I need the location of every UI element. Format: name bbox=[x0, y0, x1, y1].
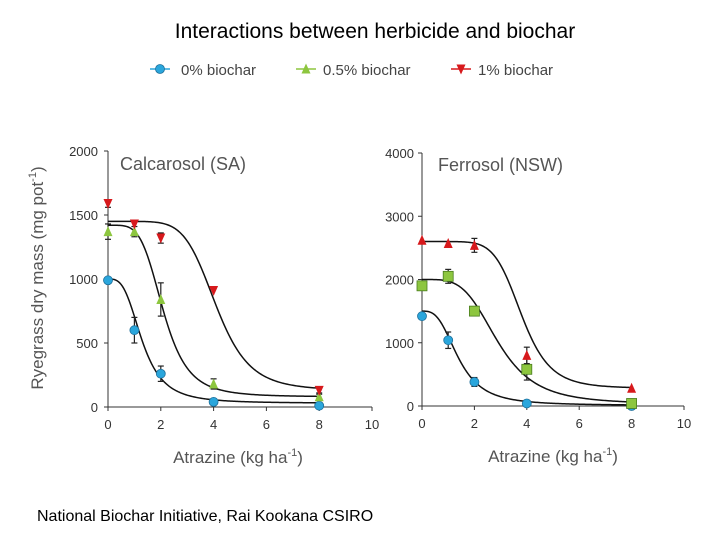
y-tick-label: 1000 bbox=[69, 272, 98, 287]
data-point bbox=[417, 311, 427, 322]
data-point bbox=[103, 198, 113, 209]
data-point bbox=[442, 270, 454, 282]
data-point bbox=[416, 280, 428, 292]
x-tick-label: 4 bbox=[523, 416, 530, 431]
data-point bbox=[522, 349, 532, 360]
data-point bbox=[103, 226, 113, 237]
panel-1: 0 500 1000 1500 2000 0 2 4 6 8 10 Calcarosol (SA) At… bbox=[27, 144, 379, 467]
fit-curve bbox=[108, 220, 320, 389]
x-axis-title: Atrazine (kg ha-1) bbox=[173, 447, 303, 467]
x-tick-label: 6 bbox=[263, 417, 270, 432]
data-point bbox=[417, 234, 427, 245]
x-tick-label: 0 bbox=[104, 417, 111, 432]
x-tick-label: 6 bbox=[576, 416, 583, 431]
data-point bbox=[443, 335, 454, 346]
data-point bbox=[521, 398, 532, 409]
x-tick-label: 2 bbox=[471, 416, 478, 431]
y-tick-label: 2000 bbox=[385, 273, 414, 288]
data-point bbox=[314, 391, 324, 402]
panel-title: Ferrosol (NSW) bbox=[438, 155, 563, 175]
data-point bbox=[627, 382, 637, 393]
panel-title: Calcarosol (SA) bbox=[120, 154, 246, 174]
data-point bbox=[129, 219, 139, 230]
legend-label: 0% biochar bbox=[181, 62, 256, 79]
x-tick-label: 8 bbox=[316, 417, 323, 432]
data-point bbox=[468, 305, 480, 317]
data-point bbox=[156, 293, 166, 304]
data-point bbox=[314, 385, 324, 396]
data-point bbox=[209, 378, 219, 389]
data-point bbox=[626, 398, 637, 409]
y-tick-label: 4000 bbox=[385, 146, 414, 161]
y-tick-label: 2000 bbox=[69, 144, 98, 159]
x-tick-label: 10 bbox=[365, 417, 379, 432]
x-tick-label: 4 bbox=[210, 417, 217, 432]
y-tick-label: 1000 bbox=[385, 336, 414, 351]
legend-marker bbox=[456, 64, 466, 75]
x-tick-label: 10 bbox=[677, 416, 691, 431]
legend: 0% biochar 0.5% biochar 1% biochar bbox=[150, 62, 553, 79]
data-point bbox=[443, 237, 453, 248]
x-axis-title: Atrazine (kg ha-1) bbox=[488, 446, 618, 466]
data-point bbox=[156, 233, 166, 244]
data-point bbox=[155, 368, 166, 379]
data-point bbox=[103, 275, 113, 286]
legend-label: 1% biochar bbox=[478, 62, 553, 79]
data-point bbox=[469, 377, 480, 387]
y-axis-title: Ryegrass dry mass (mg pot-1) bbox=[27, 166, 47, 389]
data-point bbox=[314, 400, 325, 411]
legend-marker bbox=[301, 63, 311, 74]
slide-title: Interactions between herbicide and bioch… bbox=[174, 20, 576, 43]
data-point bbox=[521, 363, 533, 375]
data-point bbox=[208, 396, 219, 407]
data-point bbox=[209, 286, 219, 297]
fit-curve bbox=[422, 240, 632, 389]
x-tick-label: 0 bbox=[418, 416, 425, 431]
y-tick-label: 1500 bbox=[69, 208, 98, 223]
data-point bbox=[129, 226, 139, 237]
legend-label: 0.5% biochar bbox=[323, 62, 411, 79]
x-tick-label: 8 bbox=[628, 416, 635, 431]
panel-2: 0 1000 2000 3000 4000 0 2 4 6 8 10 Ferrosol (NSW) At… bbox=[385, 146, 691, 466]
data-point bbox=[129, 325, 140, 336]
y-tick-label: 0 bbox=[407, 399, 414, 414]
slide-footer: National Biochar Initiative, Rai Kookana… bbox=[37, 508, 374, 525]
data-point bbox=[469, 239, 479, 250]
fit-curve bbox=[108, 224, 320, 398]
y-tick-label: 3000 bbox=[385, 209, 414, 224]
y-tick-label: 0 bbox=[91, 400, 98, 415]
x-tick-label: 2 bbox=[157, 417, 164, 432]
y-tick-label: 500 bbox=[76, 336, 98, 351]
fit-curve bbox=[422, 278, 632, 403]
legend-marker bbox=[155, 64, 165, 74]
